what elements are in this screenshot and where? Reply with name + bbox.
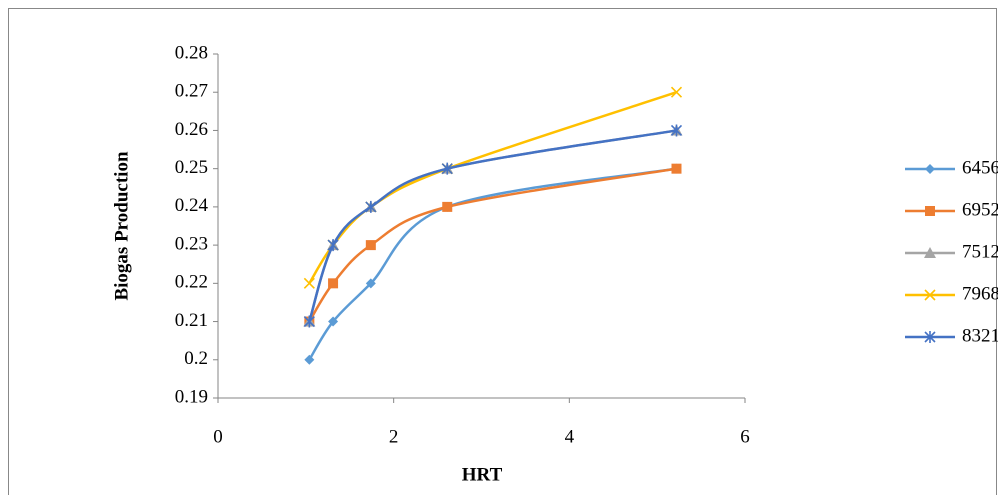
y-axis-label: Biogas Production [111,151,132,300]
series-line [308,91,677,284]
data-point [671,163,682,174]
y-tick-label: 0.26 [175,119,208,140]
data-point [303,315,315,328]
y-tick-label: 0.2 [184,348,208,369]
y-tick-label: 0.23 [175,233,208,254]
y-tick-label: 0.27 [175,81,208,102]
legend-label: 7968 [962,283,998,304]
y-tick-label: 0.22 [175,272,208,293]
y-tick-label: 0.28 [175,42,208,63]
x-axis-label: HRT [462,464,503,485]
data-point [670,124,683,137]
data-point [328,316,339,327]
series-line [308,129,677,322]
data-point [365,240,376,251]
legend-label: 7512 [962,241,998,262]
legend-marker [924,247,936,258]
data-point [365,200,377,213]
x-tick-label: 4 [565,426,575,447]
x-tick-label: 6 [740,426,750,447]
data-point [670,86,683,98]
x-tick-label: 0 [213,426,223,447]
data-point [303,277,315,289]
legend-label: 8321 [962,325,998,346]
series-line [308,167,677,323]
y-tick-label: 0.25 [175,157,208,178]
data-point [365,278,376,289]
data-point [328,278,339,289]
chart-frame [8,8,997,495]
x-tick-label: 2 [389,426,399,447]
y-tick-label: 0.19 [175,386,208,407]
legend-label: 6456 [962,157,998,178]
legend-marker [925,206,935,216]
legend-marker [924,289,936,301]
data-point [441,162,453,175]
legend-marker [925,164,935,174]
legend-label: 6952 [962,199,998,220]
y-tick-label: 0.24 [175,195,209,216]
legend-marker [924,331,936,343]
data-point [327,239,339,252]
data-point [442,201,453,212]
data-point [304,354,315,365]
y-tick-label: 0.21 [175,310,208,331]
